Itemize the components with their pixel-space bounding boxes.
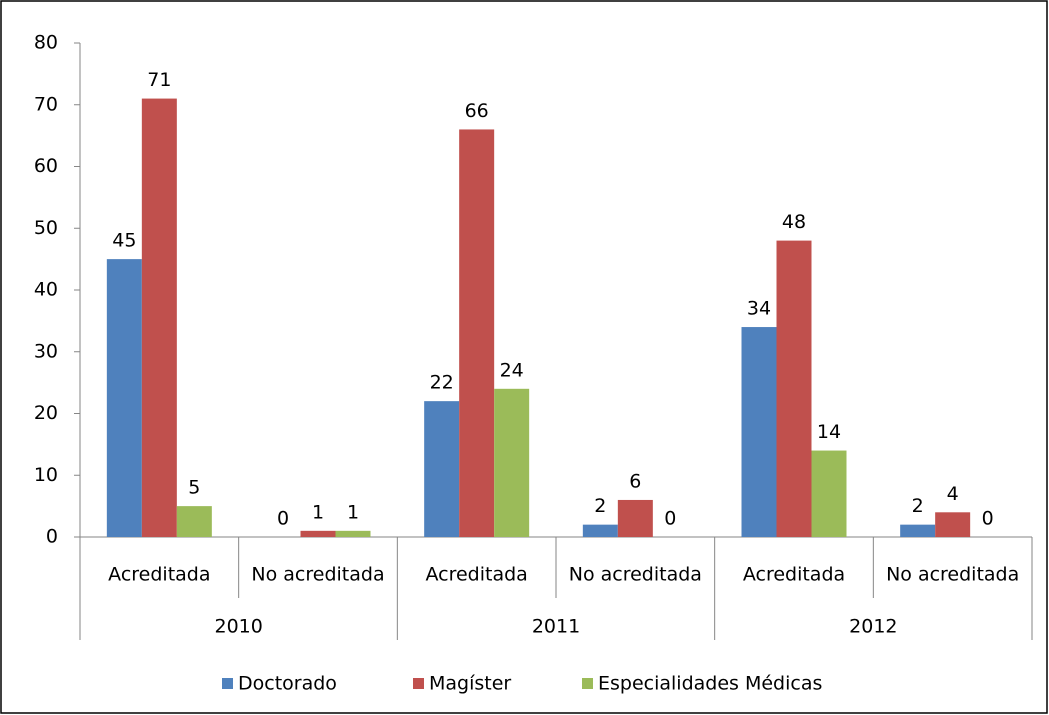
data-label: 48 <box>782 211 806 233</box>
data-label: 1 <box>312 501 324 523</box>
group-label: 2011 <box>532 616 580 638</box>
bar <box>106 259 142 537</box>
data-label: 4 <box>947 483 959 505</box>
data-label: 22 <box>430 372 454 394</box>
data-label: 6 <box>629 470 641 492</box>
data-label: 0 <box>277 508 289 530</box>
data-label: 1 <box>347 501 359 523</box>
data-label: 2 <box>912 495 924 517</box>
data-label: 14 <box>817 421 841 443</box>
bar <box>900 524 936 537</box>
bar <box>935 512 971 537</box>
y-tick-label: 60 <box>34 155 58 177</box>
bar <box>459 129 495 537</box>
bar <box>776 240 812 537</box>
bar <box>335 530 371 537</box>
bar <box>176 506 212 537</box>
data-label: 45 <box>112 230 136 252</box>
y-tick-label: 40 <box>34 279 58 301</box>
x-tick-label: Acreditada <box>108 564 210 586</box>
bar <box>424 401 460 537</box>
legend-swatch <box>413 678 424 689</box>
bar <box>141 98 177 537</box>
data-label: 71 <box>147 69 171 91</box>
legend-label: Doctorado <box>238 673 337 695</box>
y-tick-label: 50 <box>34 217 58 239</box>
legend-label: Especialidades Médicas <box>598 673 822 695</box>
data-label: 5 <box>188 477 200 499</box>
y-tick-label: 0 <box>46 526 58 548</box>
legend-label: Magíster <box>429 673 511 695</box>
data-label: 0 <box>664 508 676 530</box>
y-tick-label: 20 <box>34 402 58 424</box>
group-label: 2010 <box>214 616 262 638</box>
bar <box>617 499 653 537</box>
legend-swatch <box>222 678 233 689</box>
data-label: 24 <box>500 359 524 381</box>
x-tick-label: No acreditada <box>569 564 702 586</box>
y-tick-label: 70 <box>34 93 58 115</box>
y-tick-label: 30 <box>34 340 58 362</box>
bar <box>494 388 530 537</box>
data-label: 66 <box>465 100 489 122</box>
bar <box>582 524 618 537</box>
data-label: 2 <box>594 495 606 517</box>
legend-swatch <box>582 678 593 689</box>
y-tick-label: 10 <box>34 464 58 486</box>
group-label: 2012 <box>849 616 897 638</box>
data-label: 0 <box>982 508 994 530</box>
x-tick-label: No acreditada <box>886 564 1019 586</box>
y-tick-label: 80 <box>34 32 58 54</box>
data-label: 34 <box>747 298 771 320</box>
bar <box>811 450 847 537</box>
bar <box>741 327 777 537</box>
bar <box>300 530 336 537</box>
x-tick-label: Acreditada <box>743 564 845 586</box>
x-tick-label: No acreditada <box>251 564 384 586</box>
x-tick-label: Acreditada <box>425 564 527 586</box>
